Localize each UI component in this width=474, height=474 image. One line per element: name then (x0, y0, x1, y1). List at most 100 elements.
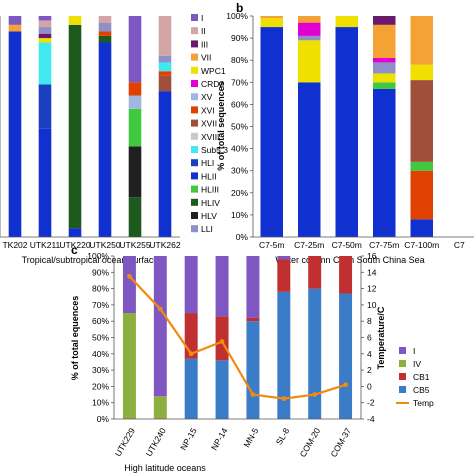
c-y-tick-label: 10% (92, 398, 109, 408)
b-y-axis-label: % of total sequences (216, 81, 226, 171)
a-bar-xvii-utk262 (158, 75, 172, 92)
c-y2-tick-label: 8 (367, 316, 372, 326)
b-category-label: C7 (454, 240, 465, 250)
a-legend-label: XV (201, 92, 213, 102)
c-bar-cb5-mn-5 (246, 321, 260, 419)
a-bar-ii-utk211 (38, 20, 52, 28)
c-bar-i-utk229 (122, 256, 136, 314)
c-temp-point (343, 382, 348, 388)
b-bar-hlii-c7-50m (335, 27, 358, 237)
c-legend-label: I (413, 346, 415, 356)
c-bar-cb5-com-20 (308, 288, 322, 419)
c-temp-point (127, 273, 132, 279)
b-bar-wpc1-c7-75m (373, 73, 396, 83)
a-legend-label: III (201, 39, 208, 49)
a-bar-wpc1-utk220 (68, 16, 82, 25)
c-y-tick-label: 50% (92, 333, 109, 343)
b-y-tick-label: 20% (231, 188, 248, 198)
a-bar-lli-utk211 (38, 27, 52, 34)
a-legend-label: WPC1 (201, 66, 226, 76)
panel-b-chart: C7-5m C7-25m C7-50m C7-75m C7-100m C7 0% 10% 20%… (216, 11, 474, 265)
b-y-tick-label: 50% (231, 122, 248, 132)
b-y-tick-label: 70% (231, 77, 248, 87)
a-category-label: UTK211 (30, 240, 61, 250)
a-legend-swatch-hliii (191, 185, 198, 193)
c-legend-swatch-i (399, 347, 406, 354)
a-bar-i-utk255 (128, 16, 142, 83)
c-y2-tick-label: -2 (367, 398, 375, 408)
b-y-tick-label: 60% (231, 99, 248, 109)
c-bar-i-utk240 (153, 256, 167, 397)
b-bar-hlii-c7-75m (373, 88, 396, 238)
c-bar-iv-utk240 (153, 396, 167, 419)
c-bar-cb1-mn-5 (246, 317, 260, 322)
c-y2-tick-label: 4 (367, 349, 372, 359)
a-bar-sub5-3-utk262 (158, 62, 172, 72)
c-y-tick-label: 70% (92, 300, 109, 310)
c-y2-tick-label: 14 (367, 267, 377, 277)
a-category-label: TK202 (2, 240, 27, 250)
c-y2-tick-label: 12 (367, 284, 377, 294)
a-bar-hliv-utk250 (98, 35, 112, 43)
c-y2-tick-label: 6 (367, 333, 372, 343)
b-y-tick-label: 90% (231, 33, 248, 43)
c-temp-point (250, 392, 256, 397)
c-legend-swatch-iv (399, 360, 406, 367)
c-y-tick-label: 90% (92, 267, 109, 277)
a-legend-swatch-crd2 (191, 80, 198, 87)
b-bar-vii-c7-25m (298, 16, 321, 23)
a-bar-hlii-utk250 (98, 42, 112, 237)
c-bar-iv-utk229 (122, 313, 136, 419)
a-legend-label: CRD2 (201, 79, 224, 89)
panel-c-chart: UTK229 UTK240 NP-15 NP-14 MN-5 SL-8 COM-20 COM-… (70, 251, 434, 473)
a-bar-wpc1-utk211 (38, 38, 52, 43)
b-y-tick-label: 40% (231, 144, 248, 154)
a-legend-label: XVI (201, 105, 215, 115)
c-category-label: COM-37 (328, 426, 353, 459)
c-bar-i-np-14 (215, 256, 229, 317)
c-bar-i-sl-8 (277, 256, 291, 260)
a-legend-swatch-vii (191, 53, 198, 61)
b-bar-crd2-c7-75m (373, 57, 396, 63)
a-bar-ii-utk250 (98, 16, 112, 23)
b-y-tick-label: 80% (231, 55, 248, 65)
a-bar-hliv-utk255 (128, 197, 142, 237)
c-bar-i-mn-5 (246, 256, 260, 318)
c-category-label: COM-20 (298, 426, 323, 459)
a-bar-lli-utk262 (158, 55, 172, 63)
b-bar-xvii-c7-100m (410, 80, 433, 162)
b-bar-wpc1-c7-50m (335, 16, 358, 28)
b-bar-hlii-c7-100m (410, 219, 433, 237)
c-bar-cb5-com-37 (339, 293, 353, 419)
c-legend-label: CB1 (413, 372, 430, 382)
a-legend-label: II (201, 26, 206, 36)
c-bar-cb5-np-15 (184, 358, 198, 419)
c-y-tick-label: 40% (92, 349, 109, 359)
panel-label-c: c (71, 243, 78, 257)
a-legend-label: LLI (201, 224, 213, 234)
b-bar-wpc1-c7-100m (410, 64, 433, 81)
a-bar-lli-utk250 (98, 22, 112, 32)
a-legend-swatch-xvi (191, 106, 198, 114)
a-legend-label: HLI (201, 158, 214, 168)
a-legend-swatch-i (191, 14, 198, 21)
a-bar-ii-utk262 (158, 16, 172, 56)
a-bar-i-utk211 (38, 16, 52, 21)
a-bar-sub5-3-utk211 (38, 42, 52, 85)
c-category-label: NP-14 (209, 426, 230, 452)
a-bar-hlii-tk202 (8, 31, 22, 237)
a-bar-hli-utk211 (38, 84, 52, 129)
b-bar-lli-c7-75m (373, 62, 396, 74)
a-bar-xv-utk255 (128, 95, 142, 109)
a-legend-swatch-wpc1 (191, 66, 198, 74)
a-legend-label: XVII (201, 119, 217, 129)
c-temp-point (219, 339, 225, 344)
b-bar-vii-c7-75m (373, 24, 396, 58)
c-temp-point (281, 396, 287, 402)
a-legend-swatch-lli (191, 225, 198, 233)
b-bar-hlii-c7-5m (260, 27, 283, 237)
a-legend-label: HLIV (201, 198, 220, 208)
c-y2-tick-label: -4 (367, 414, 375, 424)
c-legend-label: IV (413, 359, 421, 369)
